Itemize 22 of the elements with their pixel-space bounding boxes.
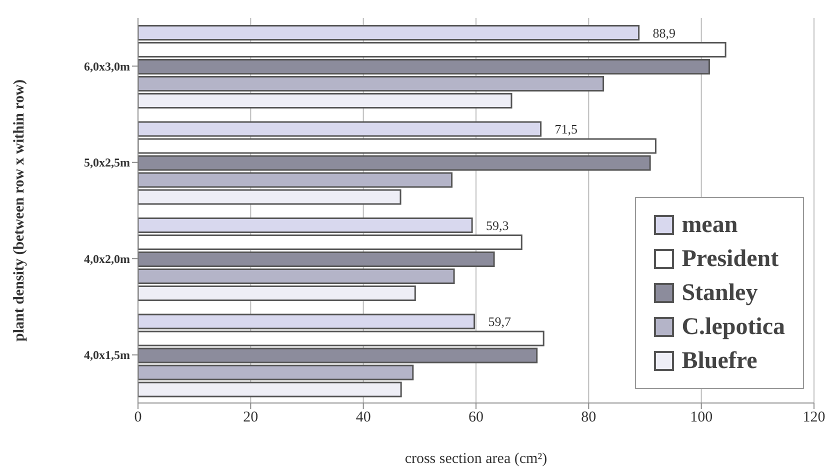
- x-tick-label: 40: [356, 410, 371, 426]
- x-tick-label: 20: [243, 410, 258, 426]
- y-tick-label: 6,0x3,0m: [84, 59, 130, 74]
- data-label: 59,7: [488, 314, 512, 330]
- x-tick-label: 100: [690, 410, 713, 426]
- legend-label: Bluefre: [682, 347, 758, 376]
- data-label: 88,9: [652, 25, 676, 40]
- y-tick-label: 5,0x2,5m: [84, 156, 130, 170]
- legend-label: Stanley: [682, 279, 758, 308]
- y-tick-label: 4,0x2,0m: [84, 252, 130, 266]
- x-tick-label: 80: [581, 410, 596, 426]
- x-axis-title: cross section area (cm²): [404, 451, 548, 467]
- data-label: 71,5: [554, 122, 578, 137]
- y-axis-title: plant density (between row x within row): [11, 80, 28, 342]
- data-label: 59,3: [486, 218, 509, 233]
- legend-label: President: [682, 245, 779, 274]
- legend-label: C.lepotica: [682, 313, 785, 342]
- x-tick-label: 60: [468, 410, 484, 426]
- y-tick-label: 4,0x1,5m: [84, 348, 130, 362]
- legend-label: mean: [682, 211, 738, 240]
- x-tick-label: 0: [134, 410, 142, 426]
- x-tick-label: 120: [802, 410, 826, 426]
